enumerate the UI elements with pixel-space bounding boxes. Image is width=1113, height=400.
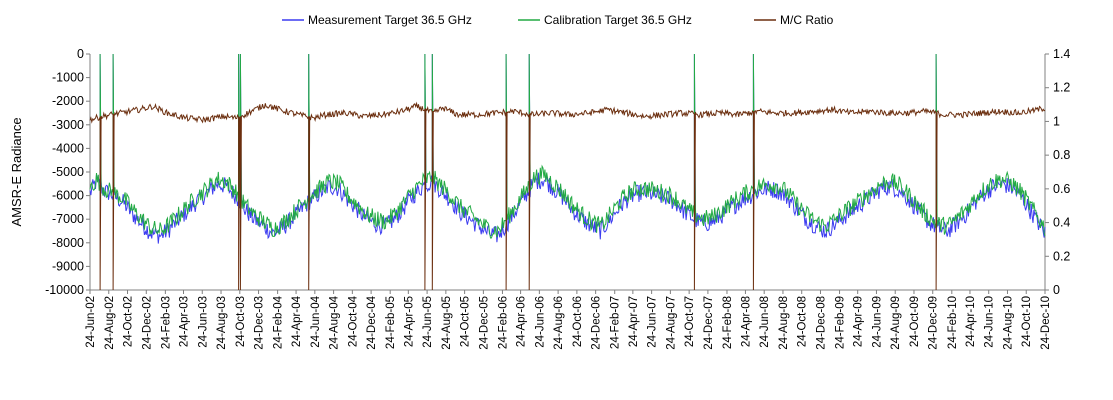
x-tick-label: 24-Oct-05 xyxy=(460,296,472,347)
x-tick-label: 24-Feb-09 xyxy=(835,296,847,349)
x-tick-label: 24-Jun-10 xyxy=(984,296,996,348)
x-axis: 24-Jun-02 24-Aug-02 24-Oct-02 24-Dec-02 24-F… xyxy=(85,289,1052,350)
y-tick-label: -8000 xyxy=(52,236,84,250)
y-tick-label: -6000 xyxy=(52,189,84,203)
x-tick-label: 24-Apr-05 xyxy=(403,296,415,347)
x-tick-label: 24-Jun-02 xyxy=(85,296,97,348)
legend-label: Calibration Target 36.5 GHz xyxy=(544,13,692,27)
x-tick-label: 24-Oct-04 xyxy=(347,295,359,347)
x-tick-label: 24-Aug-05 xyxy=(441,296,453,350)
x-tick-label: 24-Oct-10 xyxy=(1021,296,1033,347)
x-tick-label: 24-Feb-06 xyxy=(497,296,509,349)
y2-tick-label: 0 xyxy=(1053,283,1060,297)
y2-tick-label: 1.2 xyxy=(1053,81,1070,95)
x-tick-label: 24-Dec-03 xyxy=(254,296,266,350)
plot-area xyxy=(89,53,1046,291)
x-tick-label: 24-Feb-10 xyxy=(947,296,959,349)
x-tick-label: 24-Aug-02 xyxy=(104,296,116,350)
y-tick-label: -9000 xyxy=(52,259,84,273)
y-axis-right: 1.4 1.2 1 0.8 0.6 0.4 0.2 0 xyxy=(1044,47,1070,297)
legend: Measurement Target 36.5 GHz Calibration T… xyxy=(282,13,834,27)
x-tick-label: 24-Feb-03 xyxy=(160,296,172,349)
x-tick-label: 24-Aug-10 xyxy=(1002,296,1014,350)
series-line-2 xyxy=(89,101,1046,291)
y2-tick-label: 0.6 xyxy=(1053,182,1070,196)
x-tick-label: 24-Dec-10 xyxy=(1040,296,1052,350)
legend-label: M/C Ratio xyxy=(780,13,834,27)
x-tick-label: 24-Dec-08 xyxy=(815,296,827,350)
x-tick-label: 24-Oct-03 xyxy=(235,296,247,347)
x-tick-label: 24-Dec-09 xyxy=(928,296,940,350)
y2-tick-label: 1.4 xyxy=(1053,47,1070,61)
y-tick-label: -7000 xyxy=(52,212,84,226)
x-tick-label: 24-Dec-07 xyxy=(703,296,715,350)
y-tick-label: -10000 xyxy=(45,283,84,297)
series-line-1 xyxy=(89,53,1046,239)
y2-tick-label: 0.4 xyxy=(1053,216,1070,230)
x-tick-label: 24-Aug-04 xyxy=(329,295,341,349)
x-tick-label: 24-Jun-03 xyxy=(197,296,209,348)
x-tick-label: 24-Jun-08 xyxy=(759,296,771,348)
x-tick-label: 24-Jun-07 xyxy=(647,296,659,348)
x-tick-label: 24-Oct-06 xyxy=(572,296,584,347)
x-tick-label: 24-Jun-06 xyxy=(534,296,546,348)
x-tick-label: 24-Jun-04 xyxy=(310,295,322,347)
x-tick-label: 24-Aug-08 xyxy=(778,296,790,350)
x-tick-label: 24-Aug-09 xyxy=(890,296,902,350)
y-tick-label: -2000 xyxy=(52,94,84,108)
x-tick-label: 24-Aug-06 xyxy=(553,296,565,350)
x-tick-label: 24-Oct-08 xyxy=(797,296,809,347)
y-tick-label: -3000 xyxy=(52,118,84,132)
x-tick-label: 24-Feb-08 xyxy=(722,296,734,349)
x-tick-label: 24-Oct-02 xyxy=(123,296,135,347)
y-tick-label: -4000 xyxy=(52,141,84,155)
x-tick-label: 24-Apr-04 xyxy=(291,295,303,347)
series-line-0 xyxy=(89,53,1046,244)
x-tick-label: 24-Apr-10 xyxy=(965,296,977,347)
x-tick-label: 24-Aug-03 xyxy=(216,296,228,350)
x-tick-label: 24-Apr-09 xyxy=(853,296,865,347)
x-tick-label: 24-Oct-07 xyxy=(684,296,696,347)
x-tick-label: 24-Apr-03 xyxy=(179,296,191,347)
y-tick-label: -5000 xyxy=(52,165,84,179)
x-tick-label: 24-Dec-04 xyxy=(366,295,378,349)
x-tick-label: 24-Feb-07 xyxy=(610,296,622,349)
legend-label: Measurement Target 36.5 GHz xyxy=(308,13,472,27)
y-tick-label: 0 xyxy=(77,47,84,61)
y-tick-label: -1000 xyxy=(52,71,84,85)
x-tick-label: 24-Dec-06 xyxy=(591,296,603,350)
x-tick-label: 24-Apr-08 xyxy=(740,296,752,347)
x-tick-label: 24-Aug-07 xyxy=(665,296,677,350)
x-tick-label: 24-Dec-05 xyxy=(478,296,490,350)
y2-tick-label: 0.2 xyxy=(1053,249,1070,263)
x-tick-label: 24-Apr-06 xyxy=(516,296,528,347)
y-axis-title: AMSR-E Radiance xyxy=(9,117,24,226)
y-axis-left: 0 -1000 -2000 -3000 -4000 -5000 -6000 -7000 -800… xyxy=(45,47,91,297)
x-tick-label: 24-Jun-05 xyxy=(422,296,434,348)
x-tick-label: 24-Jun-09 xyxy=(871,296,883,348)
x-tick-label: 24-Feb-05 xyxy=(385,296,397,349)
x-tick-label: 24-Dec-02 xyxy=(141,296,153,350)
x-tick-label: 24-Oct-09 xyxy=(909,296,921,347)
y2-tick-label: 1 xyxy=(1053,114,1060,128)
x-tick-label: 24-Feb-04 xyxy=(273,295,285,349)
x-tick-label: 24-Apr-07 xyxy=(628,296,640,347)
y2-tick-label: 0.8 xyxy=(1053,148,1070,162)
